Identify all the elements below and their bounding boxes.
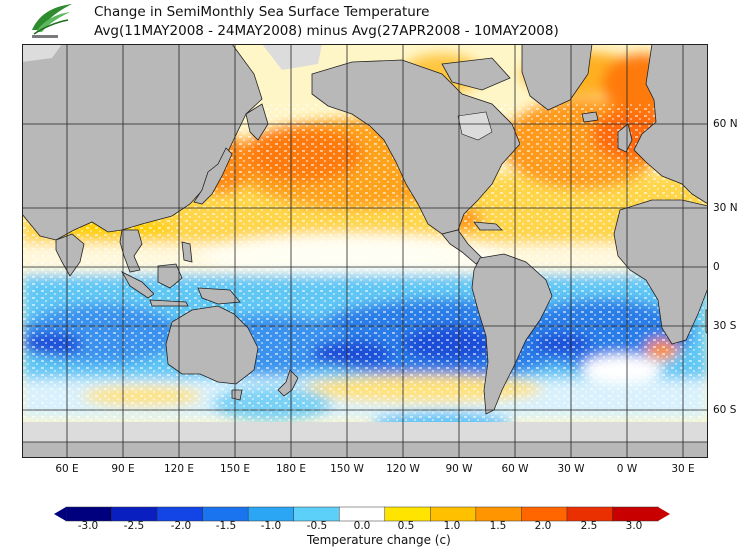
colorbar-label-1-5: 1.5 (489, 520, 507, 532)
colorbar-label-1: 1.0 (443, 520, 461, 532)
colorbar-label-neg3: -3.0 (77, 520, 99, 532)
colorbar-segment (430, 506, 477, 522)
colorbar-label-neg2: -2.0 (170, 520, 192, 532)
colorbar-segment (384, 506, 431, 522)
lon-label-60w: 60 W (501, 463, 529, 475)
landmass-japan (193, 147, 233, 205)
colorbar-label-3: 3.0 (625, 520, 643, 532)
lat-label-60n: 60 N (713, 118, 738, 130)
colorbar-segment (612, 506, 659, 522)
landmass-kamchatka (245, 103, 269, 141)
colorbar-label-neg0-5: -0.5 (306, 520, 328, 532)
lon-label-30e: 30 E (671, 463, 695, 475)
colorbar-segment (156, 506, 204, 522)
title-line-2: Avg(11MAY2008 - 24MAY2008) minus Avg(27A… (94, 23, 559, 39)
lon-label-60e: 60 E (55, 463, 79, 475)
landmass-iceland (581, 111, 599, 123)
lon-label-0w: 0 W (616, 463, 638, 475)
agency-logo (26, 2, 76, 40)
colorbar-label-2: 2.0 (534, 520, 552, 532)
lon-label-150w: 150 W (330, 463, 364, 475)
landmass-antarctica (22, 441, 708, 458)
colorbar-segment (111, 506, 158, 522)
colorbar (54, 506, 670, 522)
colorbar-segment (475, 506, 522, 522)
landmass-indochina (119, 229, 143, 273)
landmass-borneo (157, 263, 183, 289)
colorbar-segment (338, 506, 386, 522)
lat-label-30s: 30 S (713, 320, 737, 332)
lon-label-150e: 150 E (219, 463, 251, 475)
landmass-britain (617, 123, 633, 153)
landmass-south-america (471, 253, 553, 415)
colorbar-segment (293, 506, 340, 522)
colorbar-label-neg1: -1.0 (260, 520, 282, 532)
lat-lon-grid (22, 44, 708, 458)
lon-label-30w: 30 W (557, 463, 585, 475)
landmass-africa (613, 199, 708, 345)
colorbar-segment (65, 506, 113, 522)
landmass-sumatra (120, 271, 155, 299)
colorbar-segment (521, 506, 568, 522)
landmass-tasmania (231, 389, 243, 401)
colorbar-segment (247, 506, 295, 522)
colorbar-segment (566, 506, 614, 522)
landmass-philippines (181, 241, 193, 263)
colorbar-label-0: 0.0 (353, 520, 371, 532)
sst-map (22, 44, 708, 458)
colorbar-right-arrow (658, 507, 670, 521)
lon-label-120w: 120 W (386, 463, 420, 475)
landmass-java (149, 299, 189, 307)
title-line-1: Change in SemiMonthly Sea Surface Temper… (94, 4, 430, 20)
lon-label-120e: 120 E (163, 463, 195, 475)
lon-label-90e: 90 E (111, 463, 135, 475)
lon-label-90w: 90 W (445, 463, 473, 475)
landmass-greenland (521, 44, 593, 111)
landmass-new-guinea (197, 287, 241, 305)
landmass-new-zealand (277, 369, 299, 397)
colorbar-label-neg2-5: -2.5 (123, 520, 145, 532)
lat-label-30n: 30 N (713, 202, 738, 214)
sst-map-canvas (22, 44, 708, 458)
lon-label-180e: 180 E (275, 463, 307, 475)
colorbar-label-2-5: 2.5 (580, 520, 598, 532)
landmass-india (55, 233, 85, 277)
colorbar-segment (202, 506, 249, 522)
chart-title: Change in SemiMonthly Sea Surface Temper… (94, 3, 559, 41)
lat-label-0: 0 (713, 261, 720, 273)
landmass-cuba (473, 221, 503, 231)
colorbar-svg (54, 506, 670, 522)
map-frame (22, 44, 708, 458)
colorbar-title: Temperature change (c) (307, 533, 451, 547)
colorbar-left-arrow (54, 507, 66, 521)
colorbar-label-0-5: 0.5 (397, 520, 415, 532)
sea-ice (22, 44, 493, 141)
colorbar-label-neg1-5: -1.5 (215, 520, 237, 532)
lat-label-60s: 60 S (713, 404, 737, 416)
